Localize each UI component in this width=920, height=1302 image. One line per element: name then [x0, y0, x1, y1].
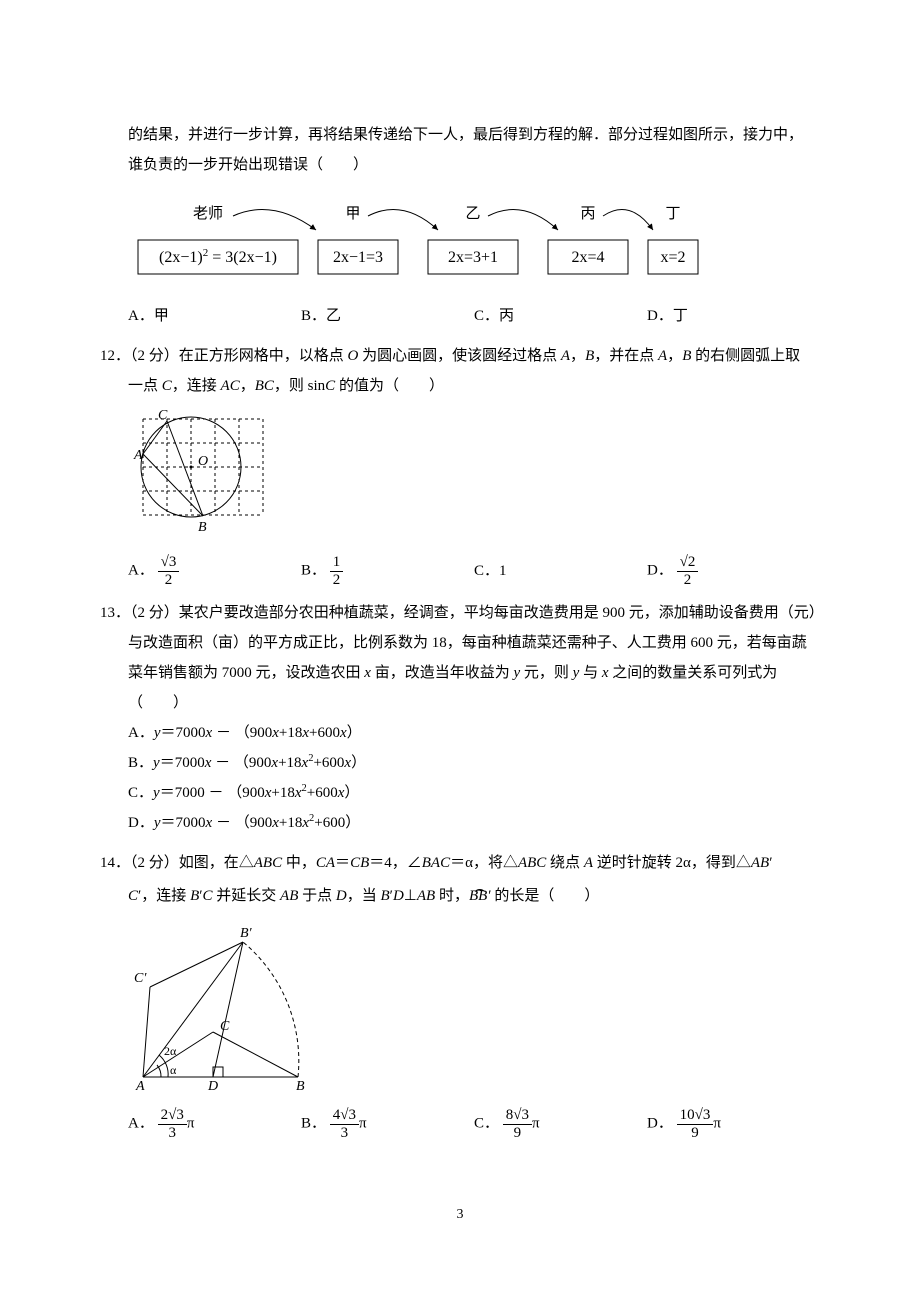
q11-opt-b: B．乙	[301, 301, 474, 331]
q11-options: A．甲 B．乙 C．丙 D．丁	[128, 301, 820, 331]
q13-opt-b: B．y＝7000x － （900x+18x2+600x）	[128, 748, 820, 778]
svg-text:乙: 乙	[465, 206, 480, 222]
q13-opt-d: D．y＝7000x － （900x+18x2+600）	[128, 808, 820, 838]
svg-text:A: A	[135, 1079, 145, 1092]
q13-stem1: 13．（2 分）某农户要改造部分农田种植蔬菜，经调查，平均每亩改造费用是 900…	[100, 598, 820, 628]
svg-text:A: A	[133, 448, 143, 463]
q14-opt-d: D． 10√39π	[647, 1107, 820, 1141]
q13-stem2: 与改造面积（亩）的平方成正比，比例系数为 18，每亩种植蔬菜还需种子、人工费用 …	[100, 628, 820, 658]
svg-text:B: B	[296, 1079, 305, 1092]
svg-text:C: C	[158, 409, 168, 423]
svg-text:α: α	[170, 1063, 177, 1077]
intro-line-1: 的结果，并进行一步计算，再将结果传递给下一人，最后得到方程的解．部分过程如图所示…	[128, 120, 820, 150]
svg-text:C: C	[220, 1019, 230, 1034]
q12-figure: A B C O	[128, 409, 820, 550]
svg-text:B′: B′	[240, 926, 253, 941]
svg-text:O: O	[198, 454, 208, 469]
svg-text:丙: 丙	[580, 206, 595, 222]
q11-opt-c: C．丙	[474, 301, 647, 331]
svg-text:甲: 甲	[345, 206, 360, 222]
q14-opt-a: A． 2√33π	[128, 1107, 301, 1141]
page-number: 3	[100, 1201, 820, 1229]
q14-options: A． 2√33π B． 4√33π C． 8√39π D． 10√39π	[128, 1107, 820, 1141]
q14-stem2: C′，连接 B′C 并延长交 AB 于点 D，当 B′D⊥AB 时，BB′ 的长…	[100, 878, 820, 914]
svg-text:(2x−1)2 = 3(2x−1): (2x−1)2 = 3(2x−1)	[159, 247, 277, 266]
q12-opt-d: D． √22	[647, 554, 820, 588]
svg-text:C′: C′	[134, 971, 147, 986]
svg-text:2x=4: 2x=4	[571, 249, 604, 266]
intro-line-2: 谁负责的一步开始出现错误（ ）	[128, 150, 820, 180]
q12-opt-a: A． √32	[128, 554, 301, 588]
q12-stem: 12．（2 分）在正方形网格中，以格点 O 为圆心画圆，使该圆经过格点 A，B，…	[100, 341, 820, 371]
q11-opt-a: A．甲	[128, 301, 301, 331]
q14-stem1: 14．（2 分）如图，在△ABC 中，CA＝CB＝4，∠BAC＝α，将△ABC …	[100, 848, 820, 878]
relay-diagram: 老师 甲 乙 丙 丁 (2x−1)2 = 3(2x−1) 2x−1=3 2x=3…	[128, 200, 820, 291]
q14-opt-b: B． 4√33π	[301, 1107, 474, 1141]
q12-opt-c: C．1	[474, 556, 647, 586]
svg-text:2α: 2α	[164, 1044, 177, 1058]
q12-stem2: 一点 C，连接 AC，BC，则 sinC 的值为（ ）	[100, 371, 820, 401]
q13-opt-a: A．y＝7000x － （900x+18x+600x）	[128, 718, 820, 748]
q13-opt-c: C．y＝7000 － （900x+18x2+600x）	[128, 778, 820, 808]
q13-stem3: 菜年销售额为 7000 元，设改造农田 x 亩，改造当年收益为 y 元，则 y …	[100, 658, 820, 718]
svg-text:2x−1=3: 2x−1=3	[333, 249, 383, 266]
q13-options: A．y＝7000x － （900x+18x+600x） B．y＝7000x － …	[128, 718, 820, 838]
svg-text:x=2: x=2	[660, 249, 685, 266]
svg-text:老师: 老师	[193, 205, 223, 222]
relay-svg: 老师 甲 乙 丙 丁 (2x−1)2 = 3(2x−1) 2x−1=3 2x=3…	[128, 200, 708, 280]
q12-options: A． √32 B． 12 C．1 D． √22	[128, 554, 820, 588]
page-container: 的结果，并进行一步计算，再将结果传递给下一人，最后得到方程的解．部分过程如图所示…	[0, 0, 920, 1289]
svg-text:丁: 丁	[665, 206, 680, 222]
q14-opt-c: C． 8√39π	[474, 1107, 647, 1141]
svg-text:2x=3+1: 2x=3+1	[448, 249, 498, 266]
svg-text:D: D	[207, 1079, 218, 1092]
svg-text:B: B	[198, 520, 207, 535]
q12-opt-b: B． 12	[301, 554, 474, 588]
q14-figure: 2α α A B D C B′ C′	[128, 922, 820, 1103]
q12-stem1: 12．（2 分）在正方形网格中，以格点 O 为圆心画圆，使该圆经过格点 A，B，…	[100, 348, 800, 364]
intro-text: 的结果，并进行一步计算，再将结果传递给下一人，最后得到方程的解．部分过程如图所示…	[100, 120, 820, 180]
q11-opt-d: D．丁	[647, 301, 820, 331]
